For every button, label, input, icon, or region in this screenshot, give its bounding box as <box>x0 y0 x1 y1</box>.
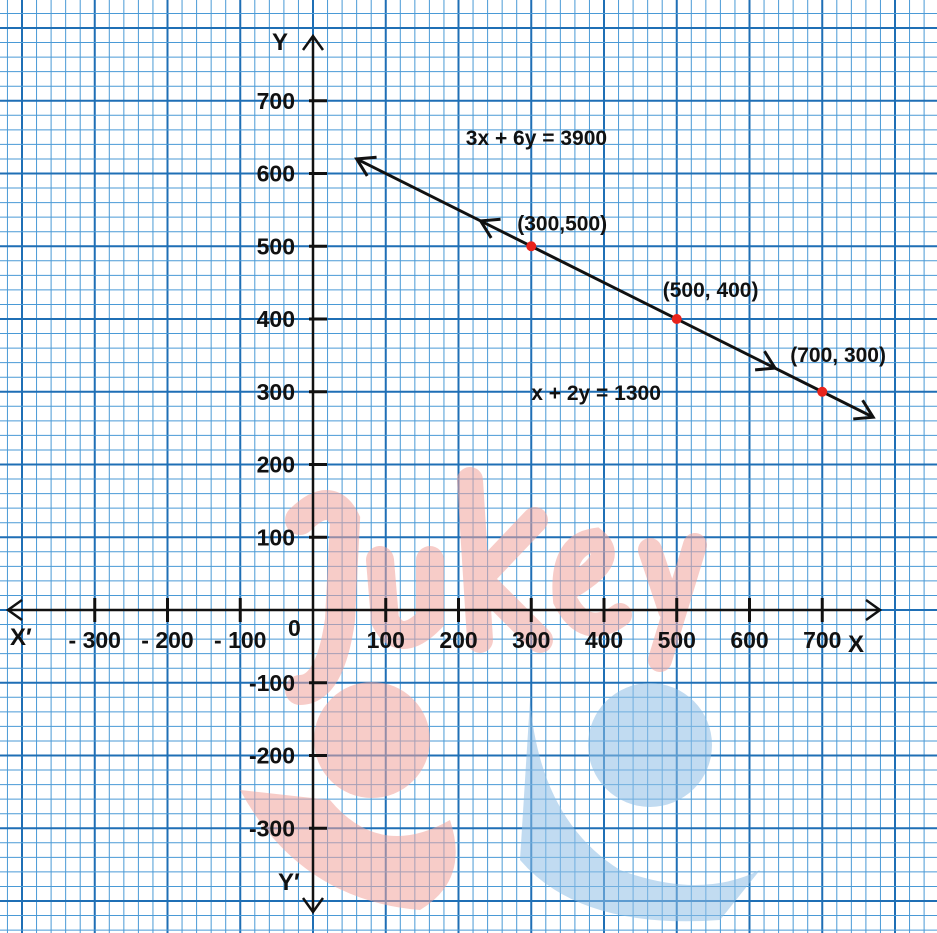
y-axis-positive-arrow <box>301 33 325 51</box>
x-tick-label: 500 <box>658 627 696 653</box>
y-axis-label: Y <box>272 29 288 56</box>
line-end-arrow-left <box>354 155 377 177</box>
x-tick-label: 300 <box>512 627 550 653</box>
equation-label: x + 2y = 1300 <box>531 382 661 405</box>
y-negative-axis-label: Y′ <box>278 869 300 896</box>
watermark-figure-head-blue <box>588 683 712 807</box>
x-tick-label: 700 <box>803 627 841 653</box>
axes <box>5 33 883 915</box>
equation-label: 3x + 6y = 3900 <box>466 127 607 150</box>
line-mid-arrow-left <box>478 217 501 239</box>
data-point-label: (700, 300) <box>790 344 886 367</box>
y-tick-label: 100 <box>257 524 295 550</box>
data-point <box>817 386 828 397</box>
x-tick-label: 400 <box>585 627 623 653</box>
y-tick-label: -300 <box>249 815 295 841</box>
y-tick-label: 600 <box>257 161 295 187</box>
x-tick-label: 100 <box>367 627 405 653</box>
line-end-arrow-right <box>853 399 876 421</box>
x-negative-axis-label: X′ <box>10 624 32 651</box>
y-tick-label: 700 <box>257 88 295 114</box>
watermark-figure-body-red <box>240 790 456 910</box>
x-axis-positive-arrow <box>865 598 883 622</box>
data-point-label: (500, 400) <box>663 279 759 302</box>
data-point <box>526 241 537 252</box>
y-tick-label: -100 <box>249 670 295 696</box>
data-point <box>671 314 682 324</box>
y-tick-label: 400 <box>257 306 295 332</box>
x-tick-label: - 300 <box>69 627 121 653</box>
y-axis-negative-arrow <box>301 897 325 915</box>
axis-ticks <box>93 99 824 830</box>
x-axis-negative-arrow <box>5 598 23 622</box>
axis-tick-labels: - 300 - 200 - 100 100 200 300 400 500 600 700 -300… <box>69 88 842 842</box>
x-tick-label: 600 <box>730 627 768 653</box>
watermark-letter-e <box>552 527 632 637</box>
x-tick-label: - 200 <box>141 627 193 653</box>
watermark-figure-body-blue <box>520 700 760 922</box>
x-axis-label: X <box>848 631 864 658</box>
origin-label: 0 <box>288 615 301 641</box>
line-mid-arrow-right <box>754 350 778 372</box>
plot-area <box>354 155 876 421</box>
data-point-label: (300,500) <box>517 212 607 235</box>
x-tick-label: 200 <box>439 627 477 653</box>
y-tick-label: -200 <box>249 743 295 769</box>
line-3x-6y-3900 <box>355 157 874 419</box>
x-tick-label: - 100 <box>214 627 266 653</box>
watermark-figure-head-red <box>314 682 430 798</box>
watermark-letter-k <box>457 467 553 653</box>
y-tick-label: 200 <box>257 452 295 478</box>
y-tick-label: 300 <box>257 379 295 405</box>
text-labels: X Y X′ Y′ 0 (300,500) (500, 400) (700, 300) 3x +… <box>10 29 886 896</box>
y-tick-label: 500 <box>257 233 295 259</box>
